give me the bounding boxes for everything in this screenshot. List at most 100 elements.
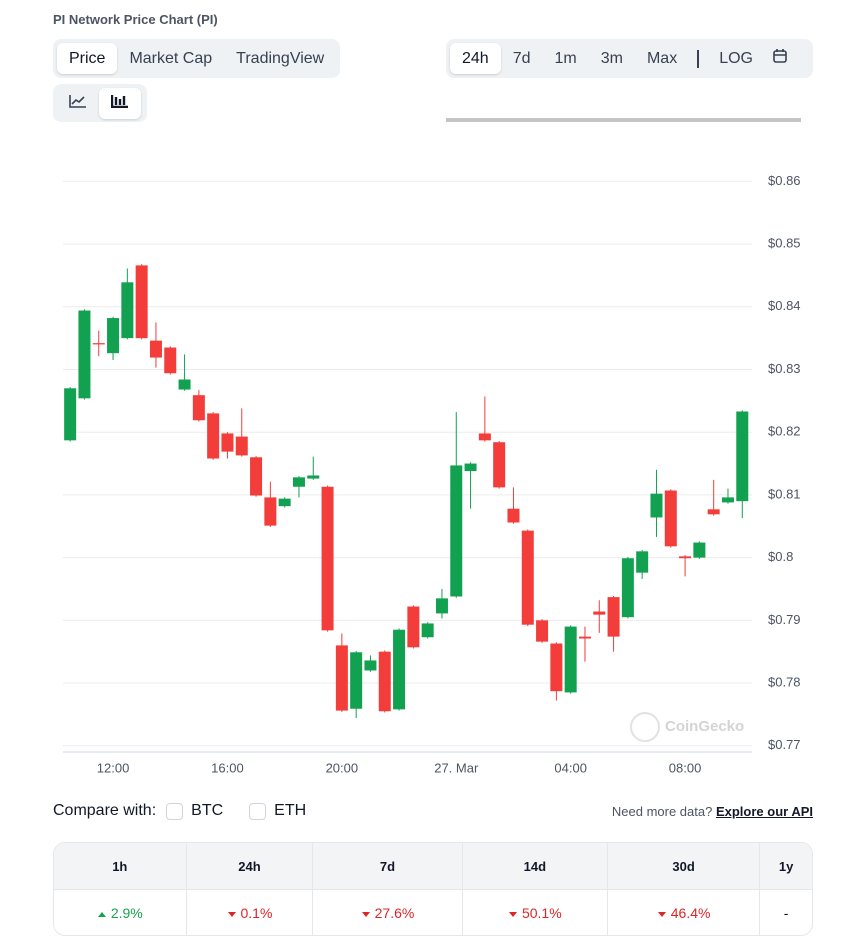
candle-body xyxy=(164,347,177,374)
candle-icon xyxy=(110,94,128,108)
change-value: 0.1% xyxy=(240,904,273,921)
change-cell: - xyxy=(759,889,812,935)
trend-arrow xyxy=(508,911,517,917)
candle-body xyxy=(192,395,205,421)
range-button[interactable]: Max xyxy=(646,50,678,67)
line-chart-button[interactable] xyxy=(57,88,99,119)
trend-arrow xyxy=(361,911,370,917)
checkbox[interactable] xyxy=(166,802,184,820)
header-row: 1h 24h 7d 14d 30d 1y xyxy=(54,843,812,889)
watermark: CoinGecko xyxy=(665,718,744,735)
y-tick-label: $0.8 xyxy=(768,549,793,564)
period-header: 30d xyxy=(607,843,760,889)
tab[interactable]: Market Cap xyxy=(129,50,213,67)
watermark-logo xyxy=(630,712,660,742)
candle-body xyxy=(107,318,120,354)
change-value: 50.1% xyxy=(521,904,562,921)
candle-body xyxy=(135,265,148,339)
candle-body xyxy=(507,508,520,523)
x-tick-label: 16:00 xyxy=(211,760,244,775)
candle-body xyxy=(664,490,677,547)
candle-body xyxy=(78,310,91,399)
candle-body xyxy=(707,509,720,515)
trend-arrow xyxy=(97,911,106,917)
range-button[interactable]: 7d xyxy=(512,50,531,67)
candle-body xyxy=(121,282,134,339)
compare-option[interactable]: BTC xyxy=(191,802,224,819)
change-cell: 2.9% xyxy=(54,889,186,935)
trend-arrow xyxy=(227,911,236,917)
price-chart: $0.77 $0.78 $0.79 $0.8 $0.81 $0.82 $0.83 $0.84 $… xyxy=(63,173,801,775)
candle-body xyxy=(621,558,634,618)
candle-body xyxy=(350,652,363,709)
candle-body xyxy=(550,643,563,692)
change-value: 27.6% xyxy=(374,904,415,921)
x-tick-label: 08:00 xyxy=(669,760,702,775)
candle-body xyxy=(650,493,663,518)
candle-body xyxy=(407,606,420,648)
compare-option[interactable]: ETH xyxy=(274,802,307,819)
tab[interactable]: Price xyxy=(57,43,118,74)
checkbox[interactable] xyxy=(249,802,267,820)
candle-body xyxy=(607,597,620,637)
candle-body xyxy=(221,433,234,452)
chart-title: PI Network Price Chart (PI) xyxy=(53,12,218,27)
period-header: 1h xyxy=(54,843,186,889)
candle-body xyxy=(679,556,692,559)
candle-body xyxy=(536,620,549,642)
y-tick-label: $0.85 xyxy=(768,236,801,251)
range-slider xyxy=(446,118,801,122)
candle-body xyxy=(235,436,248,456)
candle-body xyxy=(264,497,277,526)
candle-body xyxy=(464,463,477,472)
candle-body xyxy=(64,388,77,441)
compare-label: Compare with: xyxy=(53,802,157,819)
x-tick-label: 20:00 xyxy=(326,760,359,775)
x-tick-label: 27. Mar xyxy=(434,760,479,775)
y-tick-label: $0.77 xyxy=(768,737,801,752)
change-cell: 50.1% xyxy=(461,889,608,935)
candle-body xyxy=(307,475,320,479)
candle-body xyxy=(478,433,491,441)
candle-chart-button[interactable] xyxy=(99,87,141,119)
change-value: 2.9% xyxy=(110,904,143,921)
period-header: 24h xyxy=(185,843,313,889)
change-table-wrap: 1h 24h 7d 14d 30d 1y 2.9% 0.1% 27.6% 50.1% 46.4% - xyxy=(53,842,813,936)
y-tick-label: $0.79 xyxy=(768,612,801,627)
change-cell: 46.4% xyxy=(607,889,760,935)
candle-body xyxy=(721,497,734,503)
calendar-button[interactable] xyxy=(765,43,795,74)
candle-body xyxy=(450,465,463,597)
candle-body xyxy=(393,629,406,710)
candle-body xyxy=(92,343,105,345)
calendar-icon xyxy=(773,49,787,63)
candle-body xyxy=(292,477,305,487)
y-tick-label: $0.78 xyxy=(768,674,801,689)
separator xyxy=(697,49,700,68)
tab-group: Price Market Cap TradingView xyxy=(53,39,341,78)
range-button[interactable]: 3m xyxy=(600,50,623,67)
more-data: Need more data? Explore our API xyxy=(612,804,813,819)
y-tick-label: $0.84 xyxy=(768,298,801,313)
candle-body xyxy=(421,623,434,638)
candle-body xyxy=(335,645,348,711)
change-table: 1h 24h 7d 14d 30d 1y 2.9% 0.1% 27.6% 50.1% 46.4% - xyxy=(53,842,813,936)
change-cell: 0.1% xyxy=(185,889,313,935)
candle-body xyxy=(250,457,263,496)
range-button[interactable]: 24h xyxy=(450,43,501,74)
candle-body xyxy=(149,340,162,358)
candle-body xyxy=(736,411,749,502)
api-link[interactable]: Explore our API xyxy=(715,804,813,819)
range-button[interactable]: 1m xyxy=(554,50,577,67)
period-header: 7d xyxy=(312,843,462,889)
candle-body xyxy=(207,413,220,459)
tab[interactable]: TradingView xyxy=(236,50,325,67)
period-header: 14d xyxy=(461,843,608,889)
log-button[interactable]: LOG xyxy=(719,50,753,67)
candle-body xyxy=(593,611,606,615)
candle-body xyxy=(693,542,706,558)
y-tick-label: $0.86 xyxy=(768,173,801,188)
line-icon xyxy=(69,94,86,108)
value-row: 2.9% 0.1% 27.6% 50.1% 46.4% - xyxy=(54,889,812,935)
